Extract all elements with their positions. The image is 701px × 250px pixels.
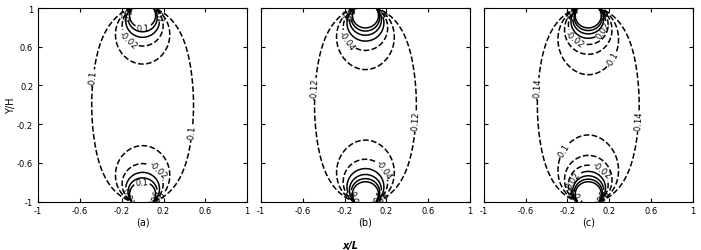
Text: -0.06: -0.06 (118, 0, 139, 21)
Text: -0.08: -0.08 (340, 0, 362, 21)
Text: 0: 0 (376, 11, 387, 20)
Text: 0.08: 0.08 (346, 189, 360, 210)
Text: 0.02: 0.02 (120, 186, 135, 207)
Text: 0.06: 0.06 (594, 189, 608, 209)
Text: 0.02: 0.02 (594, 21, 612, 41)
Text: -0.02: -0.02 (147, 160, 168, 181)
X-axis label: (b): (b) (358, 217, 372, 227)
Text: -0.06: -0.06 (564, 0, 585, 22)
Text: 0.06: 0.06 (149, 189, 162, 209)
Text: 0.08: 0.08 (346, 2, 360, 22)
X-axis label: (c): (c) (582, 217, 594, 227)
Text: -0.08: -0.08 (369, 190, 391, 210)
Text: -0.1: -0.1 (88, 70, 99, 86)
Text: 0.02: 0.02 (150, 4, 165, 24)
Text: -0.02: -0.02 (564, 30, 586, 50)
Text: 0.1: 0.1 (137, 24, 150, 34)
Text: 0.06: 0.06 (568, 2, 583, 22)
Text: -0.02: -0.02 (117, 30, 139, 51)
Text: -0.12: -0.12 (411, 111, 421, 132)
Y-axis label: Y/H: Y/H (6, 97, 15, 114)
Text: 0.1: 0.1 (135, 177, 149, 187)
Text: -0.14: -0.14 (634, 111, 644, 132)
Text: 0: 0 (344, 191, 355, 200)
Text: -0.06: -0.06 (592, 189, 613, 211)
Text: -0.02: -0.02 (590, 160, 613, 181)
Text: 0.04: 0.04 (370, 189, 386, 210)
Text: x/L: x/L (343, 240, 358, 250)
Text: 0.1: 0.1 (569, 191, 582, 206)
Text: -0.1: -0.1 (605, 50, 621, 69)
Text: 0.02: 0.02 (564, 170, 582, 190)
Text: 0.04: 0.04 (345, 1, 360, 22)
Text: -0.1: -0.1 (186, 124, 198, 141)
Text: -0.14: -0.14 (533, 78, 543, 100)
X-axis label: (a): (a) (136, 217, 149, 227)
Text: -0.06: -0.06 (146, 189, 168, 210)
Text: -0.12: -0.12 (310, 78, 320, 100)
Text: 0.06: 0.06 (123, 2, 137, 22)
Text: -0.04: -0.04 (337, 30, 357, 52)
Text: -0.1: -0.1 (555, 142, 571, 160)
Text: 0.1: 0.1 (594, 5, 607, 20)
Text: -0.04: -0.04 (374, 158, 394, 181)
